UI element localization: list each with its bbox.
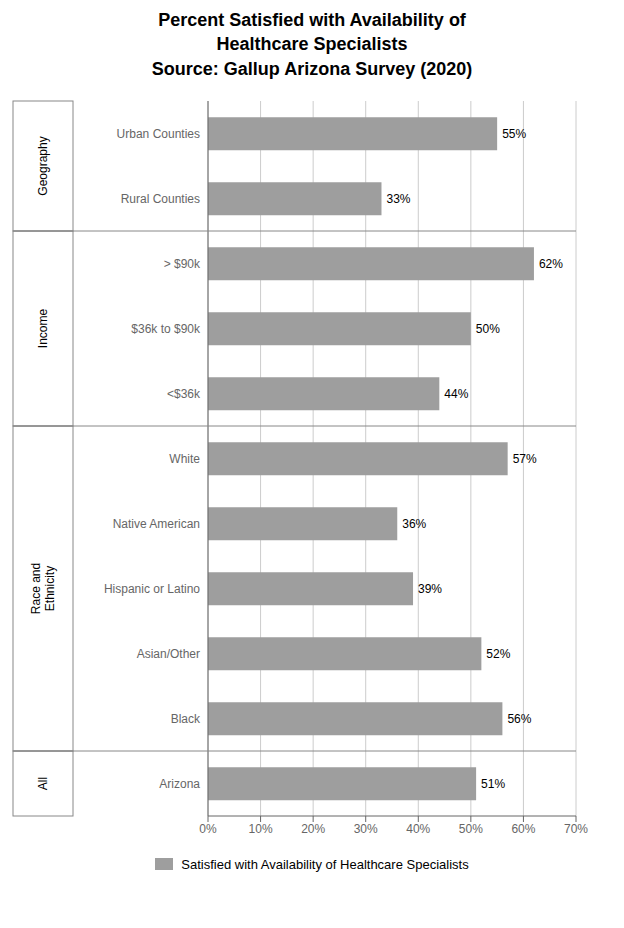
svg-text:Hispanic or Latino: Hispanic or Latino (104, 582, 200, 596)
svg-text:50%: 50% (476, 322, 500, 336)
svg-text:Geography: Geography (36, 136, 50, 195)
svg-text:33%: 33% (386, 192, 410, 206)
svg-text:Rural Counties: Rural Counties (121, 192, 200, 206)
svg-text:<$36k: <$36k (167, 387, 201, 401)
svg-text:All: All (36, 777, 50, 790)
svg-text:$36k to $90k: $36k to $90k (131, 322, 201, 336)
svg-text:36%: 36% (402, 517, 426, 531)
svg-text:Income: Income (36, 308, 50, 348)
svg-text:52%: 52% (486, 647, 510, 661)
svg-text:50%: 50% (459, 821, 483, 835)
svg-text:70%: 70% (564, 821, 588, 835)
svg-text:> $90k: > $90k (164, 257, 201, 271)
svg-text:Urban Counties: Urban Counties (117, 127, 200, 141)
svg-text:56%: 56% (507, 712, 531, 726)
svg-text:55%: 55% (502, 127, 526, 141)
html-text:Satisfied with Availability of: Satisfied with Availability of Healthcar… (181, 856, 469, 872)
svg-text:60%: 60% (511, 821, 535, 835)
svg-text:40%: 40% (406, 821, 430, 835)
svg-text:White: White (169, 452, 200, 466)
svg-text:30%: 30% (354, 821, 378, 835)
svg-text:10%: 10% (249, 821, 273, 835)
svg-text:0%: 0% (199, 821, 217, 835)
svg-text:Asian/Other: Asian/Other (137, 647, 200, 661)
svg-text:Native American: Native American (113, 517, 200, 531)
svg-text:57%: 57% (513, 452, 537, 466)
svg-text:62%: 62% (539, 257, 563, 271)
html-text:Percent Satisfied with Availab: Percent Satisfied with Availability of H… (151, 10, 473, 79)
svg-text:20%: 20% (301, 821, 325, 835)
svg-text:Arizona: Arizona (159, 777, 200, 791)
svg-text:44%: 44% (444, 387, 468, 401)
svg-text:39%: 39% (418, 582, 442, 596)
svg-text:Race andEthnicity: Race andEthnicity (29, 563, 57, 614)
svg-text:Black: Black (171, 712, 201, 726)
svg-text:51%: 51% (481, 777, 505, 791)
